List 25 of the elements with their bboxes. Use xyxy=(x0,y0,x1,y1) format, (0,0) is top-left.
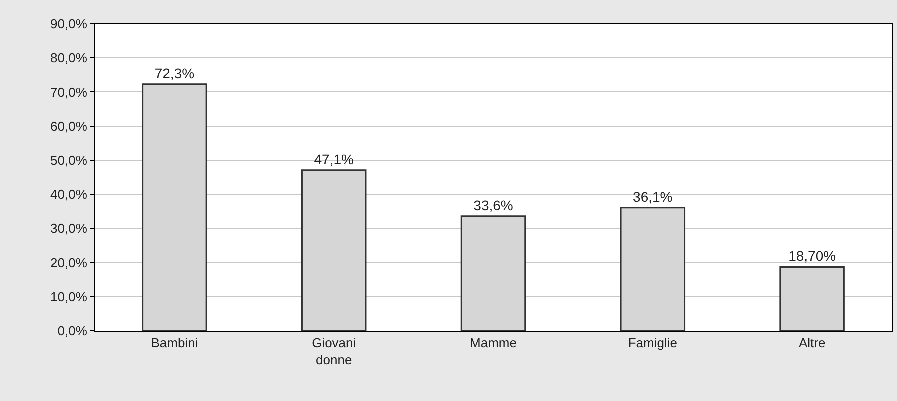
x-tick-label: Giovani donne xyxy=(312,336,356,368)
data-label: 36,1% xyxy=(633,188,673,205)
y-tick-label: 30,0% xyxy=(50,221,88,236)
y-tick-label: 80,0% xyxy=(50,50,88,66)
x-tick-label: Famiglie xyxy=(628,336,678,351)
y-tick-label: 40,0% xyxy=(50,187,88,202)
y-tick-label: 70,0% xyxy=(50,84,88,100)
y-tick-label: 60,0% xyxy=(50,118,88,134)
bar xyxy=(301,170,367,331)
x-tick-label: Bambini xyxy=(151,336,198,351)
x-tick-label: Altre xyxy=(798,336,826,351)
bar xyxy=(780,266,845,331)
bar xyxy=(620,207,686,331)
y-tick-label: 90,0% xyxy=(50,16,88,32)
y-tick-label: 20,0% xyxy=(50,255,88,270)
data-label: 33,6% xyxy=(474,197,514,214)
y-tick-label: 10,0% xyxy=(50,289,88,304)
data-label: 18,70% xyxy=(788,248,836,264)
data-label: 47,1% xyxy=(314,151,354,168)
bar xyxy=(460,216,526,331)
bar xyxy=(142,84,208,331)
x-tick-label: Mamme xyxy=(470,336,517,351)
data-label: 72,3% xyxy=(154,65,195,82)
y-tick-label: 50,0% xyxy=(50,152,88,168)
y-tick-label: 0,0% xyxy=(58,324,88,339)
